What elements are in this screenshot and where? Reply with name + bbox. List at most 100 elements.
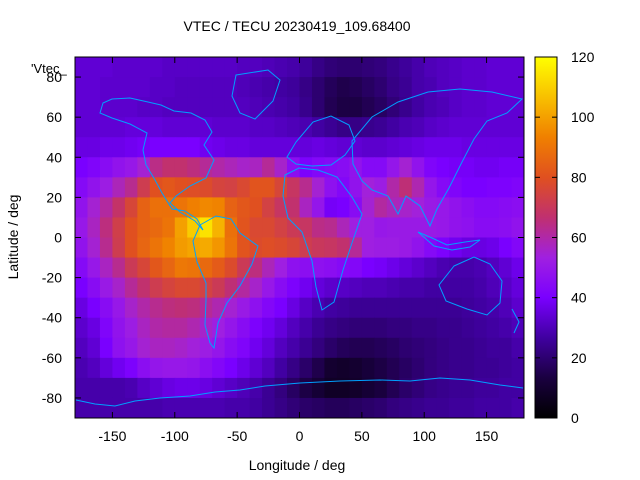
heatmap-cell xyxy=(87,217,101,239)
heatmap-cell xyxy=(511,77,524,98)
heatmap-cell xyxy=(349,157,363,178)
heatmap-cell xyxy=(324,277,338,299)
heatmap-cell xyxy=(287,57,301,78)
heatmap-cell xyxy=(124,137,138,158)
heatmap-cell xyxy=(424,377,438,399)
heatmap-cell xyxy=(149,257,163,279)
heatmap-cell xyxy=(174,237,188,259)
heatmap-cell xyxy=(399,157,413,178)
heatmap-cell xyxy=(349,217,363,239)
heatmap-cell xyxy=(124,197,138,219)
heatmap-cell xyxy=(374,377,388,399)
heatmap-cell xyxy=(249,197,263,219)
heatmap-cell xyxy=(374,397,388,418)
heatmap-cell xyxy=(249,317,263,339)
heatmap-cell xyxy=(449,277,463,299)
heatmap-cell xyxy=(212,137,226,158)
heatmap-cell xyxy=(411,97,425,118)
heatmap-cell xyxy=(336,177,350,198)
heatmap-cell xyxy=(449,217,463,239)
heatmap-cell xyxy=(299,157,313,178)
heatmap-cell xyxy=(374,317,388,339)
heatmap-cell xyxy=(486,77,500,98)
heatmap-cell xyxy=(87,117,101,138)
heatmap-cell xyxy=(237,337,251,359)
heatmap-cell xyxy=(287,177,301,198)
heatmap-cell xyxy=(99,277,114,299)
heatmap-cell xyxy=(499,377,513,399)
heatmap-cell xyxy=(249,377,263,399)
heatmap-cell xyxy=(486,297,500,319)
heatmap-cell xyxy=(287,237,301,259)
heatmap-cell xyxy=(349,397,363,418)
heatmap-cell xyxy=(386,57,400,78)
heatmap-cell xyxy=(212,157,226,178)
heatmap-cell xyxy=(262,317,276,339)
heatmap-cell xyxy=(75,177,89,198)
heatmap-cell xyxy=(124,257,138,279)
heatmap-cell xyxy=(162,217,176,239)
heatmap-cell xyxy=(336,317,350,339)
heatmap-cell xyxy=(87,137,101,158)
heatmap-cell xyxy=(336,197,350,219)
heatmap-cell xyxy=(199,257,213,279)
heatmap-cell xyxy=(75,217,89,239)
heatmap-cell xyxy=(461,137,475,158)
heatmap-cell xyxy=(124,317,138,339)
heatmap-cell xyxy=(424,97,438,118)
heatmap-cell xyxy=(149,177,163,198)
heatmap-cell xyxy=(311,117,326,138)
heatmap-cell xyxy=(174,357,188,379)
coast-indonesia xyxy=(417,231,481,251)
heatmap-cell xyxy=(224,237,238,259)
heatmap-cell xyxy=(436,277,450,299)
heatmap-cell xyxy=(124,157,138,178)
heatmap-cell xyxy=(486,217,500,239)
heatmap-cell xyxy=(461,317,475,339)
y-tick-label: -40 xyxy=(42,310,62,326)
heatmap-cell xyxy=(324,257,338,279)
heatmap-cell xyxy=(311,297,326,319)
heatmap-cell xyxy=(349,57,363,78)
colorbar-tick-label: 80 xyxy=(571,169,587,185)
heatmap-cell xyxy=(324,177,338,198)
heatmap-cell xyxy=(162,57,176,78)
heatmap-cell xyxy=(386,217,400,239)
heatmap-cell xyxy=(274,297,288,319)
heatmap-cell xyxy=(449,177,463,198)
heatmap-cell xyxy=(187,137,201,158)
heatmap-cell xyxy=(137,277,151,299)
heatmap-cell xyxy=(262,297,276,319)
heatmap-cell xyxy=(474,57,488,78)
heatmap-cell xyxy=(361,337,375,359)
heatmap-cell xyxy=(99,377,114,399)
heatmap-cell xyxy=(249,277,263,299)
heatmap-cell xyxy=(224,397,238,418)
heatmap-cell xyxy=(361,177,375,198)
heatmap-cell xyxy=(336,157,350,178)
heatmap-cell xyxy=(449,97,463,118)
heatmap-cell xyxy=(299,297,313,319)
heatmap-cell xyxy=(461,197,475,219)
heatmap-cell xyxy=(461,97,475,118)
heatmap-cell xyxy=(461,277,475,299)
heatmap-cell xyxy=(187,277,201,299)
heatmap-cell xyxy=(162,117,176,138)
heatmap-cell xyxy=(349,197,363,219)
heatmap-cell xyxy=(249,77,263,98)
heatmap-cell xyxy=(386,317,400,339)
heatmap-cell xyxy=(274,357,288,379)
heatmap-cell xyxy=(336,97,350,118)
heatmap-cell xyxy=(237,117,251,138)
heatmap-cell xyxy=(499,97,513,118)
heatmap-cell xyxy=(174,217,188,239)
heatmap-cell xyxy=(187,117,201,138)
heatmap-cell xyxy=(87,237,101,259)
heatmap-cell xyxy=(237,97,251,118)
heatmap-cell xyxy=(149,277,163,299)
heatmap-cell xyxy=(411,137,425,158)
heatmap-cell xyxy=(187,317,201,339)
heatmap-cell xyxy=(449,297,463,319)
heatmap-cell xyxy=(174,57,188,78)
heatmap-cell xyxy=(299,337,313,359)
